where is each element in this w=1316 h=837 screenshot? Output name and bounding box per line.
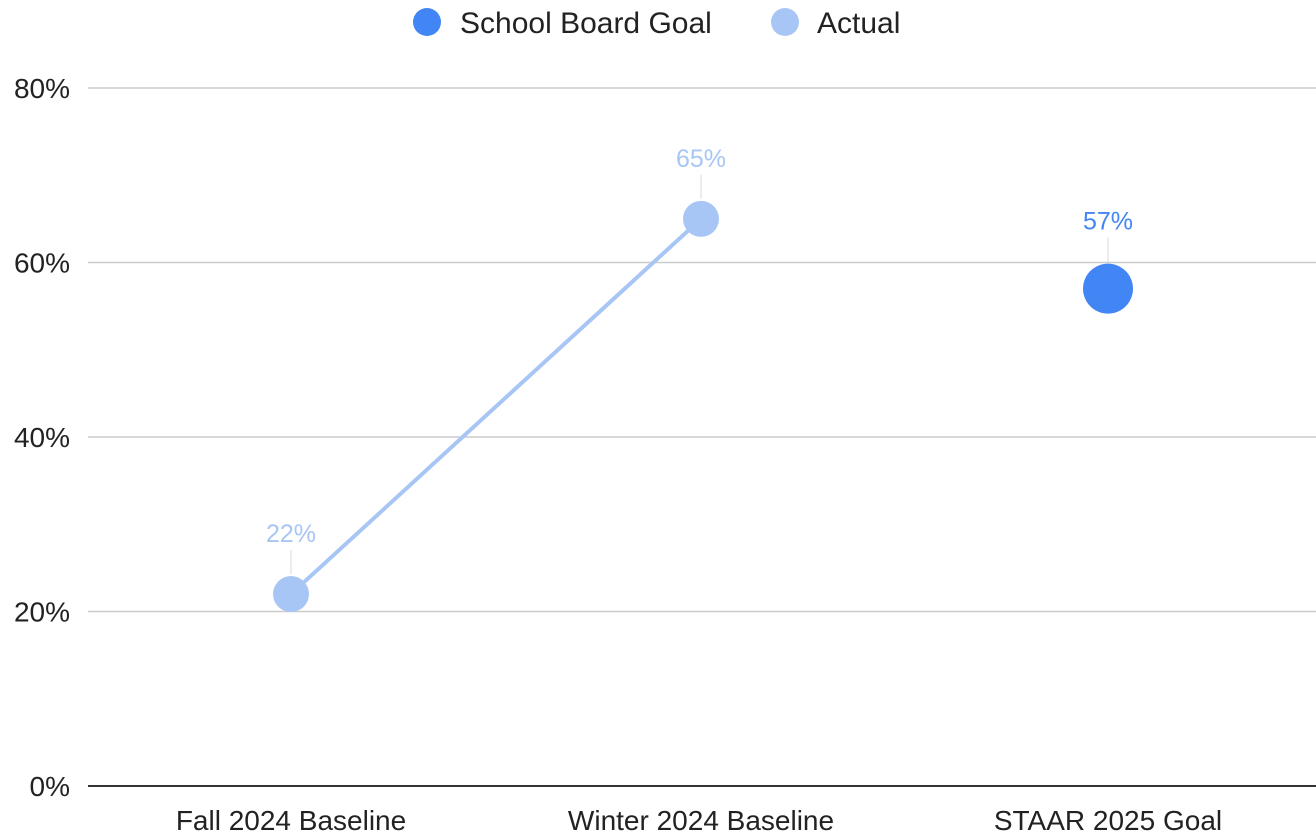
- x-tick-label-fall-2024-baseline: Fall 2024 Baseline: [176, 805, 406, 836]
- x-tick-label-winter-2024-baseline: Winter 2024 Baseline: [568, 805, 834, 836]
- legend-label-actual: Actual: [817, 7, 900, 40]
- x-tick-label-staar-2025-goal: STAAR 2025 Goal: [994, 805, 1222, 836]
- y-tick-label-80: 80%: [14, 73, 70, 104]
- x-axis: Fall 2024 Baseline Winter 2024 Baseline ST…: [176, 805, 1222, 836]
- data-label-actual-winter-2024-baseline: 65%: [676, 145, 726, 173]
- data-point-actual-fall-2024-baseline: [273, 576, 309, 613]
- legend: School Board Goal Actual: [413, 7, 900, 40]
- legend-item-school-board-goal: School Board Goal: [413, 7, 712, 40]
- y-tick-label-0: 0%: [30, 771, 70, 802]
- y-tick-label-20: 20%: [14, 597, 70, 628]
- data-label-school-board-goal-staar-2025-goal: 57%: [1083, 208, 1133, 236]
- y-axis: 0% 20% 40% 60% 80%: [14, 73, 70, 802]
- legend-swatch-school-board-goal: [413, 8, 441, 36]
- legend-label-school-board-goal: School Board Goal: [460, 7, 712, 40]
- series-points: [273, 200, 1133, 613]
- data-point-school-board-goal-staar-2025-goal: [1083, 263, 1133, 314]
- legend-item-actual: Actual: [771, 7, 900, 40]
- gridlines: [88, 87, 1316, 787]
- series-line-actual: [289, 217, 703, 596]
- y-tick-label-60: 60%: [14, 248, 70, 279]
- data-labels: 57% 22% 65%: [266, 145, 1133, 575]
- y-tick-label-40: 40%: [14, 422, 70, 453]
- series-lines: [289, 217, 703, 596]
- data-point-actual-winter-2024-baseline: [683, 200, 719, 237]
- data-label-actual-fall-2024-baseline: 22%: [266, 520, 316, 548]
- legend-swatch-actual: [771, 8, 799, 36]
